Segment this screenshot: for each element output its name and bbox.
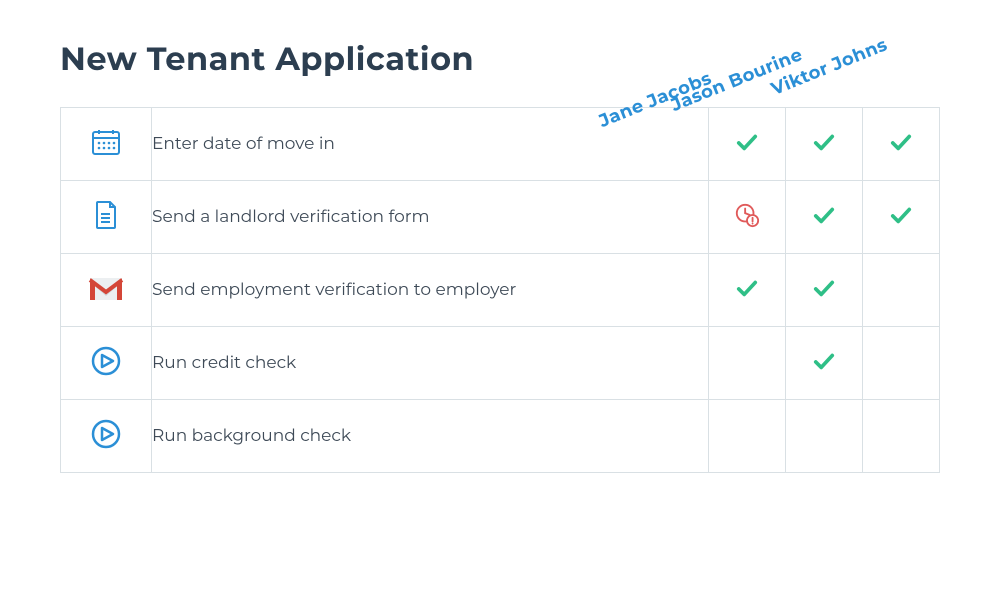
status-cell[interactable] — [863, 327, 940, 400]
task-row: Run credit check — [61, 327, 940, 400]
task-table: Enter date of move inSend a landlord ver… — [60, 107, 940, 473]
gmail-icon[interactable] — [88, 272, 124, 304]
status-cell[interactable] — [709, 181, 786, 254]
overdue-icon — [734, 202, 760, 228]
status-cell[interactable] — [709, 108, 786, 181]
status-cell[interactable] — [786, 327, 863, 400]
task-label[interactable]: Run credit check — [152, 327, 709, 400]
task-label[interactable]: Run background check — [152, 400, 709, 473]
status-cell[interactable] — [863, 108, 940, 181]
check-icon — [735, 277, 759, 299]
task-label[interactable]: Send a landlord verification form — [152, 181, 709, 254]
page: New Tenant Application Jane Jacobs Jason… — [0, 0, 1000, 600]
task-row: Enter date of move in — [61, 108, 940, 181]
status-cell[interactable] — [786, 181, 863, 254]
check-icon — [812, 350, 836, 372]
task-label[interactable]: Send employment verification to employer — [152, 254, 709, 327]
check-icon — [812, 204, 836, 226]
status-cell[interactable] — [863, 400, 940, 473]
status-cell[interactable] — [786, 108, 863, 181]
check-icon — [889, 204, 913, 226]
check-icon — [812, 131, 836, 153]
task-icon-cell — [61, 400, 152, 473]
play-icon[interactable] — [90, 345, 122, 377]
task-row: Send employment verification to employer — [61, 254, 940, 327]
status-cell[interactable] — [863, 181, 940, 254]
status-cell[interactable] — [709, 400, 786, 473]
task-icon-cell — [61, 254, 152, 327]
document-icon[interactable] — [90, 199, 122, 231]
task-label[interactable]: Enter date of move in — [152, 108, 709, 181]
status-cell[interactable] — [786, 254, 863, 327]
task-row: Send a landlord verification form — [61, 181, 940, 254]
task-icon-cell — [61, 108, 152, 181]
task-icon-cell — [61, 181, 152, 254]
status-cell[interactable] — [709, 254, 786, 327]
status-cell[interactable] — [863, 254, 940, 327]
status-cell[interactable] — [709, 327, 786, 400]
task-row: Run background check — [61, 400, 940, 473]
play-icon[interactable] — [90, 418, 122, 450]
check-icon — [735, 131, 759, 153]
calendar-icon[interactable] — [90, 126, 122, 158]
status-cell[interactable] — [786, 400, 863, 473]
check-icon — [889, 131, 913, 153]
task-icon-cell — [61, 327, 152, 400]
check-icon — [812, 277, 836, 299]
page-title: New Tenant Application — [60, 40, 940, 79]
